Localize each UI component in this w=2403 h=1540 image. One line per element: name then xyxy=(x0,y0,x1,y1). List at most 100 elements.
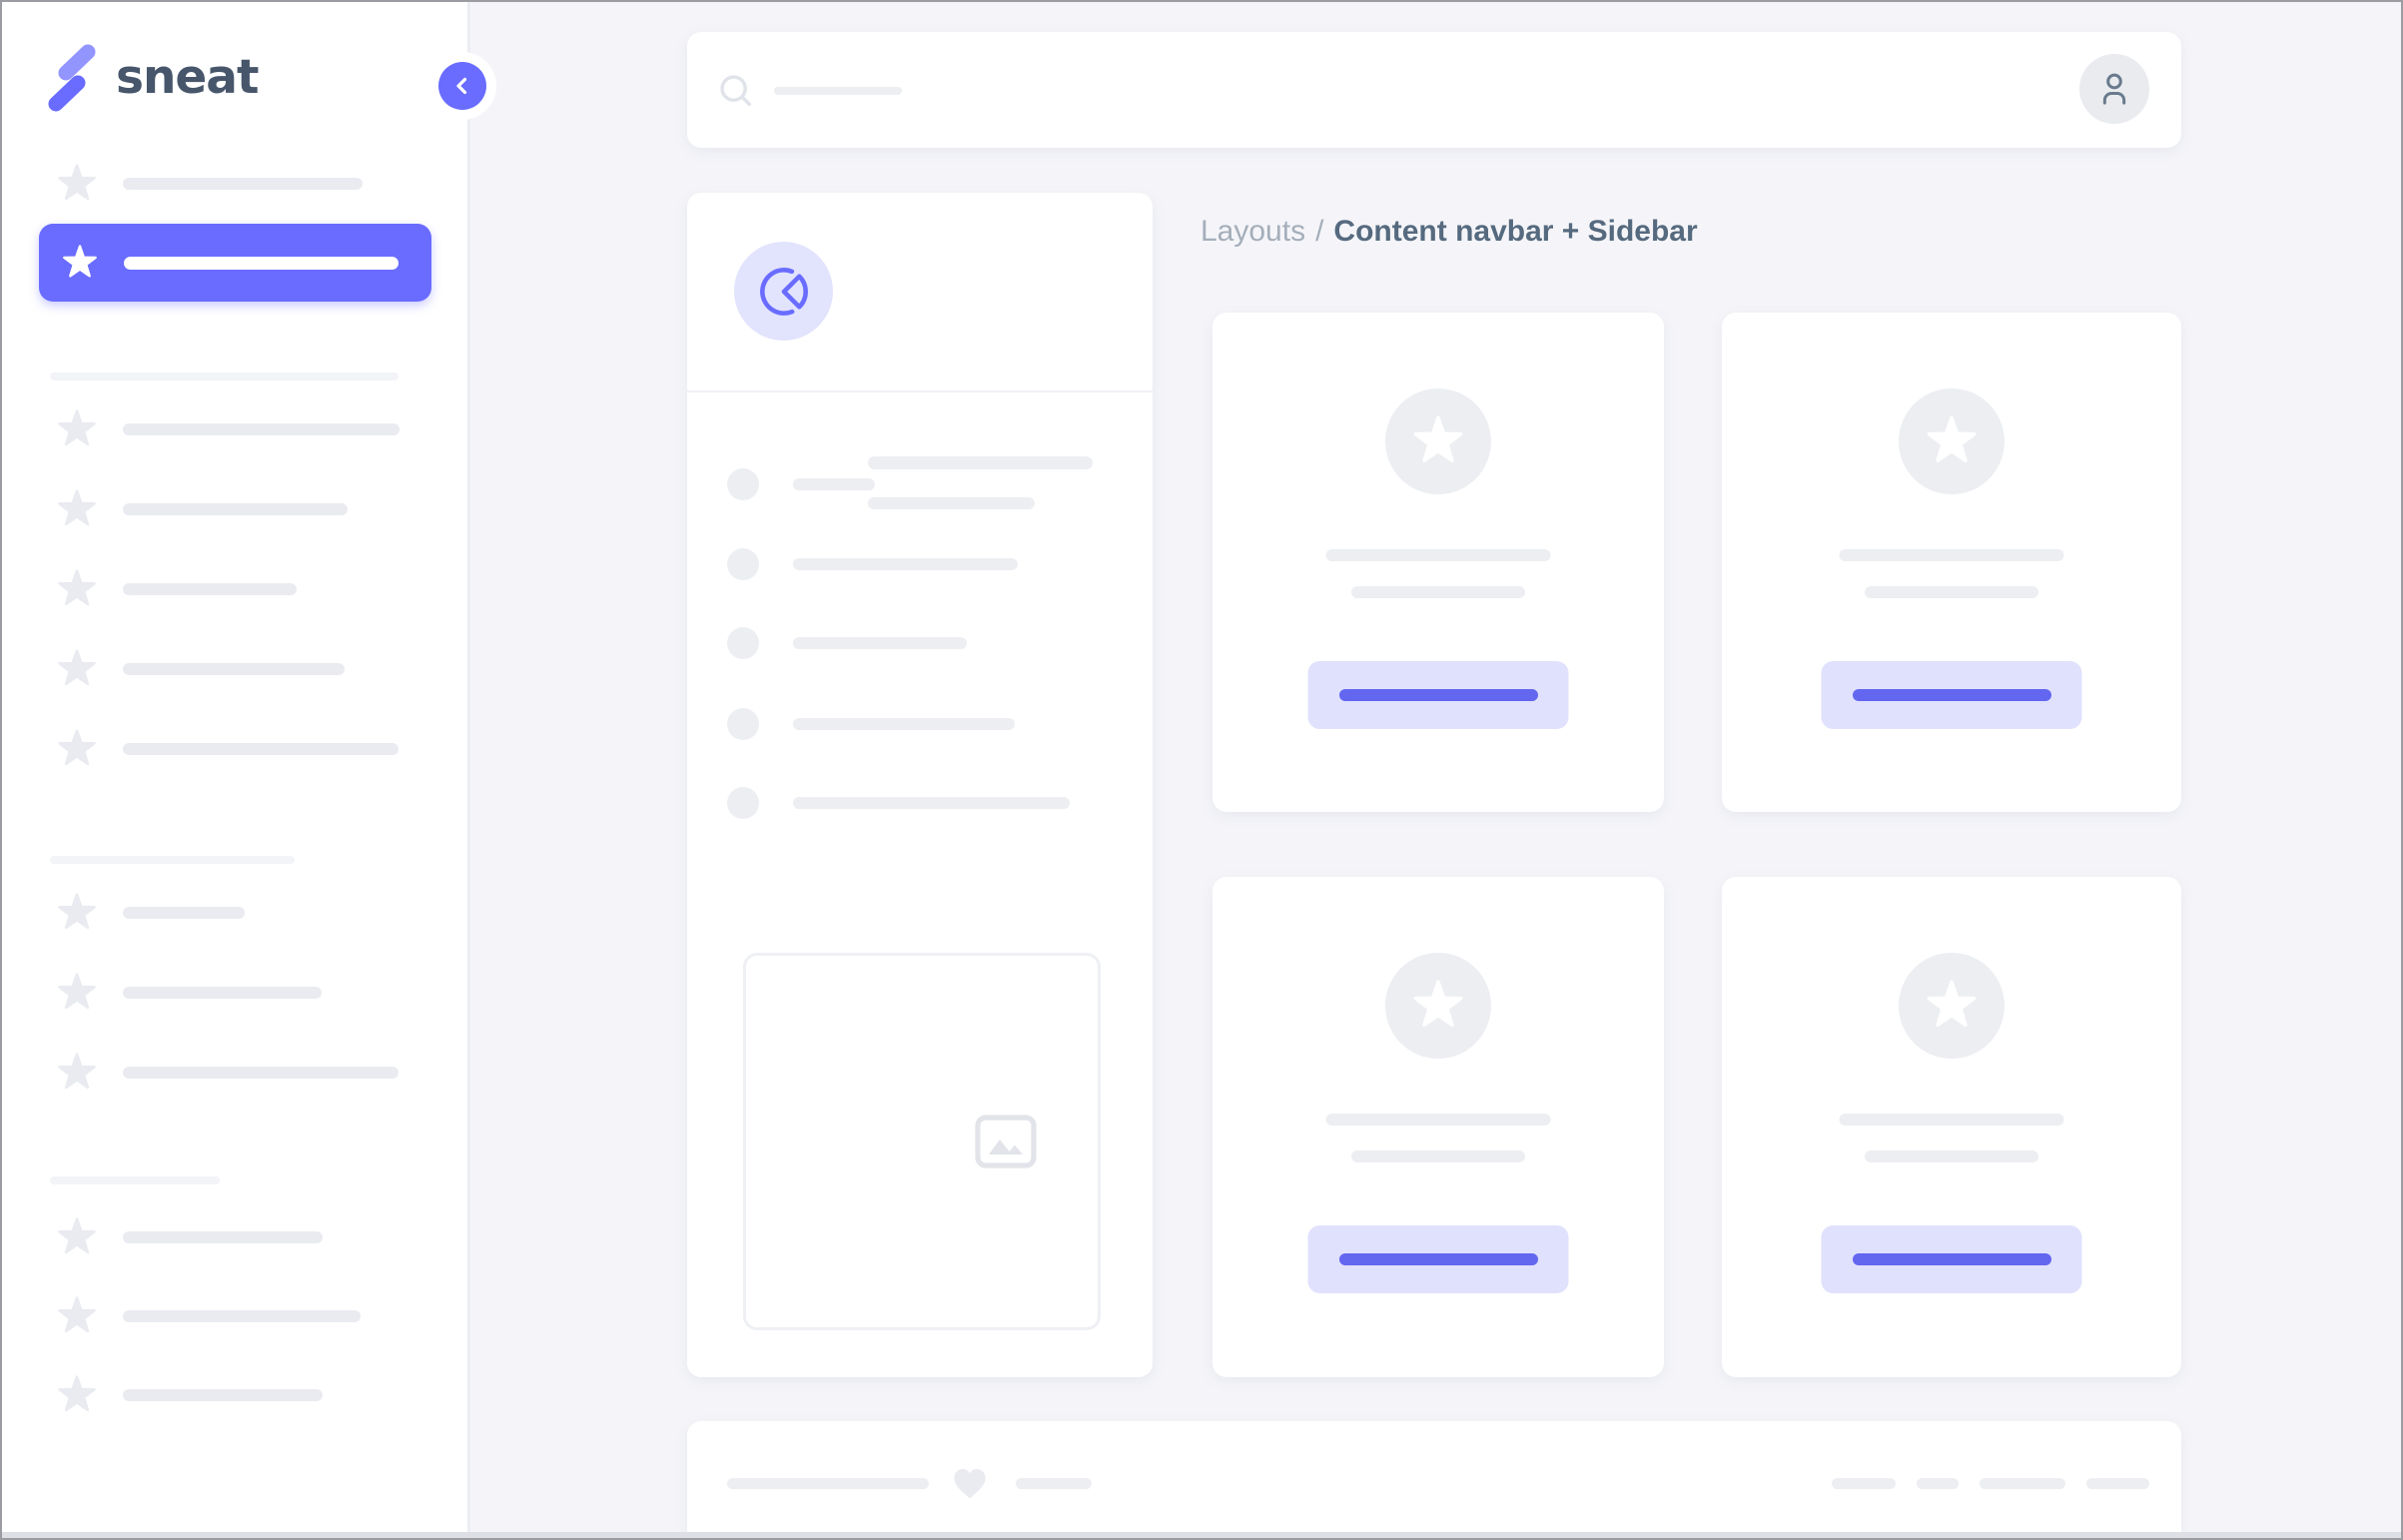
footer-left xyxy=(687,1421,1386,1538)
star-icon xyxy=(58,489,96,526)
placeholder-bar xyxy=(123,178,363,190)
card-text-bar xyxy=(1839,549,2064,561)
placeholder-bar xyxy=(793,637,967,649)
footer-link-bar xyxy=(2086,1478,2149,1489)
placeholder-bar xyxy=(123,583,297,595)
sidebar-item[interactable] xyxy=(2,1049,467,1097)
placeholder-bar xyxy=(123,663,345,675)
user-menu-button[interactable] xyxy=(2079,54,2149,124)
breadcrumb-separator: / xyxy=(1315,215,1324,248)
demo-list xyxy=(687,390,1153,950)
star-icon xyxy=(58,164,96,201)
bullet-dot xyxy=(727,468,759,500)
sidebar-item[interactable] xyxy=(2,405,467,453)
placeholder-bar xyxy=(793,478,875,490)
footer-text-bar xyxy=(727,1478,929,1489)
star-icon xyxy=(63,245,97,278)
demo-list-item xyxy=(687,704,1153,744)
pie-chart-icon xyxy=(759,267,808,316)
card-text-bar xyxy=(1839,1114,2064,1126)
chevron-left-icon xyxy=(456,77,467,95)
card-badge-circle xyxy=(1385,388,1491,494)
bullet-dot xyxy=(727,627,759,659)
star-icon xyxy=(58,649,96,686)
sidebar: sneat xyxy=(2,2,470,1538)
button-label-bar xyxy=(1338,689,1538,701)
bullet-dot xyxy=(727,787,759,819)
sidebar-item-active[interactable] xyxy=(39,224,431,302)
star-icon xyxy=(58,973,96,1010)
sidebar-item[interactable] xyxy=(2,485,467,533)
sneat-logo-icon xyxy=(48,44,96,112)
card-text-bar xyxy=(1351,586,1525,598)
star-icon xyxy=(1413,980,1463,1028)
search-icon xyxy=(720,75,752,107)
card-text-bar xyxy=(1351,1151,1525,1162)
placeholder-bar xyxy=(123,1310,361,1322)
sidebar-item[interactable] xyxy=(2,1213,467,1261)
image-icon xyxy=(975,1115,1037,1168)
placeholder-bar xyxy=(123,1067,399,1079)
card-action-button[interactable] xyxy=(1821,661,2082,729)
placeholder-bar xyxy=(123,987,322,999)
footer-link-bar xyxy=(1980,1478,2065,1489)
card-badge-circle xyxy=(1899,388,2004,494)
placeholder-bar xyxy=(123,743,399,755)
footer-card xyxy=(687,1421,2181,1538)
placeholder-bar xyxy=(123,423,400,435)
placeholder-bar xyxy=(123,503,348,515)
demo-list-item xyxy=(687,544,1153,584)
placeholder-bar xyxy=(123,1389,323,1401)
star-icon xyxy=(58,893,96,930)
placeholder-bar xyxy=(793,797,1070,809)
sidebar-item[interactable] xyxy=(2,889,467,937)
demo-title-bar xyxy=(868,455,1093,469)
heart-icon xyxy=(954,1469,986,1499)
sidebar-item[interactable] xyxy=(2,565,467,613)
footer-right xyxy=(1786,1421,2181,1538)
card-action-button[interactable] xyxy=(1307,1225,1569,1293)
sidebar-item[interactable] xyxy=(2,969,467,1017)
divider xyxy=(687,390,1153,392)
feature-card xyxy=(1212,877,1664,1377)
sidebar-section-divider xyxy=(50,373,399,381)
card-text-bar xyxy=(1865,1151,2038,1162)
bullet-dot xyxy=(727,708,759,740)
card-text-bar xyxy=(1865,586,2038,598)
feature-card xyxy=(1722,877,2181,1377)
sidebar-collapse-button[interactable] xyxy=(438,62,486,110)
placeholder-bar xyxy=(123,907,245,919)
star-icon xyxy=(58,1296,96,1333)
footer-text-bar xyxy=(1016,1478,1092,1489)
sidebar-item[interactable] xyxy=(2,1371,467,1419)
viewport-bottom-edge xyxy=(2,1532,2401,1538)
card-badge-circle xyxy=(1899,953,2004,1059)
feature-card xyxy=(1722,313,2181,812)
demo-header xyxy=(687,193,1153,509)
footer-link-bar xyxy=(1832,1478,1896,1489)
sidebar-item[interactable] xyxy=(2,645,467,693)
footer-link-bar xyxy=(1917,1478,1959,1489)
star-icon xyxy=(1927,980,1977,1028)
sidebar-item[interactable] xyxy=(2,160,467,208)
star-icon xyxy=(58,1375,96,1412)
breadcrumb-parent[interactable]: Layouts xyxy=(1201,215,1306,248)
demo-subtitle-bar xyxy=(868,497,1035,509)
demo-list-item xyxy=(687,783,1153,823)
demo-avatar xyxy=(734,242,833,341)
demo-list-item xyxy=(687,464,1153,504)
card-action-button[interactable] xyxy=(1821,1225,2082,1293)
card-action-button[interactable] xyxy=(1307,661,1569,729)
card-badge-circle xyxy=(1385,953,1491,1059)
button-label-bar xyxy=(1852,689,2051,701)
user-icon xyxy=(2102,73,2126,105)
sidebar-item[interactable] xyxy=(2,725,467,773)
button-label-bar xyxy=(1338,1253,1538,1265)
sidebar-item[interactable] xyxy=(2,1292,467,1340)
breadcrumb-current: Content navbar + Sidebar xyxy=(1333,215,1698,248)
sidebar-section-divider xyxy=(50,856,295,864)
search-input[interactable] xyxy=(774,87,902,95)
brand-logo[interactable]: sneat xyxy=(47,44,259,112)
star-icon xyxy=(58,569,96,606)
